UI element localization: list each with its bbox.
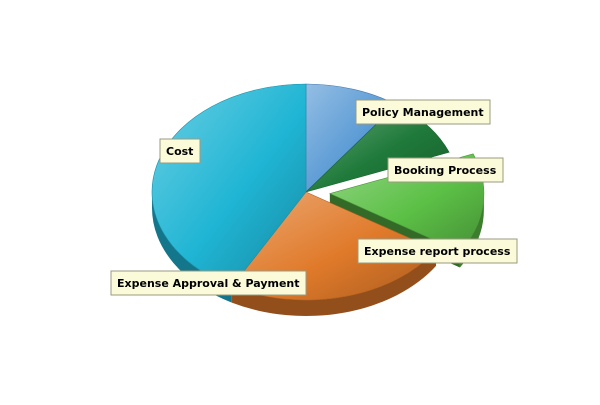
slice-label-text: Expense Approval & Payment: [117, 277, 300, 290]
slice-label-text: Booking Process: [394, 164, 497, 177]
slice-label-text: Policy Management: [362, 106, 484, 119]
slice-label-policy-management: Policy Management: [355, 99, 491, 125]
slice-label-expense-approval-and-payment: Expense Approval & Payment: [110, 270, 307, 296]
pie-slice-cost: [151, 83, 307, 288]
slice-label-text: Cost: [166, 145, 193, 158]
slice-label-box: [387, 157, 504, 183]
slice-label-box: [357, 238, 518, 264]
pie-slice-side-expense-approval-and-payment: [231, 249, 437, 316]
slice-label-cost: Cost: [159, 138, 201, 164]
slice-label-text: Expense report process: [364, 245, 511, 258]
slice-label-expense-report-process: Expense report process: [357, 238, 518, 264]
slice-label-booking-process: Booking Process: [387, 157, 504, 183]
slice-label-box: [355, 99, 491, 125]
slice-label-box: [110, 270, 307, 296]
slice-label-box: [159, 138, 201, 164]
